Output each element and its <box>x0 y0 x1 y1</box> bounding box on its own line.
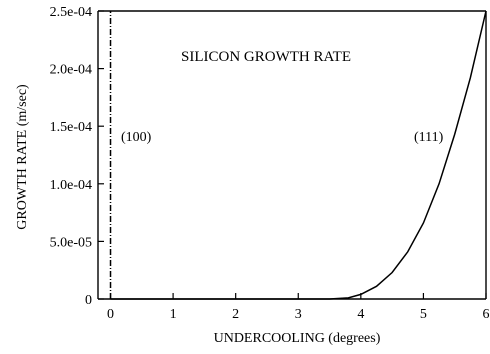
x-tick-label-3: 3 <box>295 307 302 322</box>
y-tick-label-2.5e-04: 2.5e-04 <box>50 5 92 20</box>
x-tick-label-6: 6 <box>483 307 490 322</box>
y-tick-label-0: 0 <box>85 293 92 308</box>
y-tick-label-1.0e-04: 1.0e-04 <box>50 178 92 193</box>
plot-area <box>97 10 487 300</box>
chart-title: SILICON GROWTH RATE <box>181 49 351 65</box>
y-axis-ticks: 0 5.0e-05 1.0e-04 1.5e-04 2.0e-04 2.5e-04 <box>50 5 104 308</box>
x-tick-label-2: 2 <box>232 307 239 322</box>
series-line-111 <box>110 10 487 300</box>
y-tick-label-5.0e-05: 5.0e-05 <box>50 235 92 250</box>
y-tick-label-2.0e-04: 2.0e-04 <box>50 63 92 78</box>
series-label-100: (100) <box>121 130 152 145</box>
x-axis-ticks: 0 1 2 3 4 5 6 <box>107 293 490 322</box>
x-tick-label-0: 0 <box>107 307 114 322</box>
y-axis-title: GROWTH RATE (m/sec) <box>15 84 30 230</box>
x-tick-label-5: 5 <box>420 307 427 322</box>
x-tick-label-1: 1 <box>170 307 177 322</box>
series-label-111: (111) <box>414 130 444 145</box>
x-tick-label-4: 4 <box>357 307 364 322</box>
x-axis-title: UNDERCOOLING (degrees) <box>214 331 381 346</box>
y-tick-label-1.5e-04: 1.5e-04 <box>50 120 92 135</box>
